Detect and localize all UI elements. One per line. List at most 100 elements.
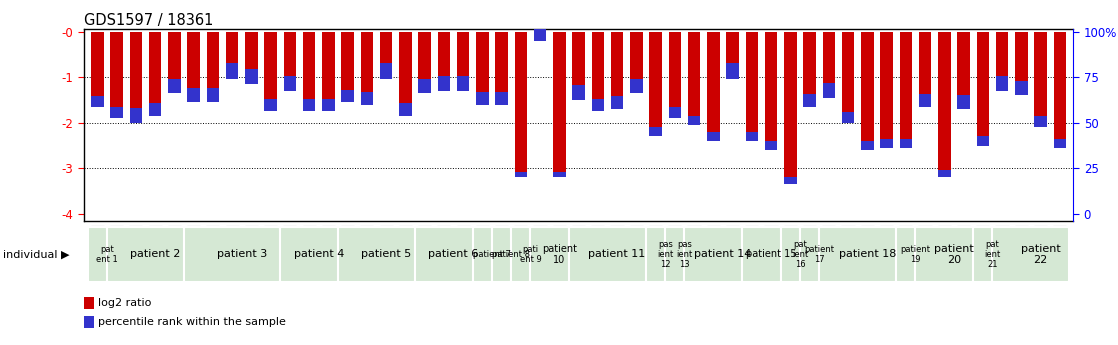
Bar bbox=[707, 132, 720, 141]
Bar bbox=[572, 86, 585, 100]
Bar bbox=[130, 32, 142, 123]
Bar bbox=[495, 32, 508, 105]
Bar bbox=[284, 76, 296, 91]
Bar bbox=[511, 227, 530, 282]
Bar bbox=[130, 108, 142, 123]
Bar bbox=[91, 32, 104, 107]
Bar bbox=[742, 227, 780, 282]
Bar bbox=[245, 69, 257, 84]
Bar bbox=[938, 170, 950, 177]
Bar bbox=[900, 139, 912, 148]
Text: pas
ient
12: pas ient 12 bbox=[657, 239, 673, 269]
Bar bbox=[804, 32, 816, 107]
Text: patient 3: patient 3 bbox=[217, 249, 267, 259]
Bar bbox=[1015, 32, 1027, 96]
Bar bbox=[800, 227, 819, 282]
Bar bbox=[84, 297, 94, 309]
Text: log2 ratio: log2 ratio bbox=[97, 298, 151, 308]
Bar bbox=[91, 96, 104, 107]
Bar bbox=[569, 227, 646, 282]
Bar bbox=[1034, 32, 1046, 127]
Bar bbox=[149, 103, 161, 116]
Bar bbox=[861, 32, 873, 150]
Bar bbox=[665, 227, 684, 282]
Bar bbox=[514, 32, 527, 177]
Bar bbox=[415, 227, 473, 282]
Bar bbox=[823, 83, 835, 98]
Bar bbox=[457, 32, 470, 91]
Bar bbox=[765, 141, 777, 150]
Bar bbox=[707, 32, 720, 141]
Bar bbox=[669, 32, 681, 118]
Bar bbox=[303, 99, 315, 111]
Text: patient
17: patient 17 bbox=[804, 245, 834, 264]
Bar bbox=[492, 227, 511, 282]
Bar bbox=[380, 63, 392, 79]
Bar bbox=[1053, 139, 1067, 148]
Bar bbox=[530, 227, 569, 282]
Bar bbox=[284, 32, 296, 91]
Bar bbox=[976, 137, 989, 146]
Text: patient
20: patient 20 bbox=[934, 244, 974, 265]
Bar bbox=[900, 32, 912, 148]
Bar bbox=[418, 32, 430, 93]
Bar bbox=[688, 116, 700, 125]
Bar bbox=[111, 32, 123, 118]
Bar bbox=[823, 32, 835, 98]
Bar bbox=[281, 227, 338, 282]
Bar bbox=[804, 94, 816, 107]
Bar bbox=[107, 227, 184, 282]
Bar bbox=[819, 227, 897, 282]
Bar bbox=[84, 316, 94, 328]
Bar bbox=[476, 32, 489, 105]
Bar bbox=[341, 32, 353, 102]
Bar bbox=[919, 32, 931, 107]
Bar bbox=[226, 63, 238, 79]
Text: pat
ient
21: pat ient 21 bbox=[984, 239, 1001, 269]
Bar bbox=[916, 227, 973, 282]
Text: patient 7: patient 7 bbox=[473, 250, 511, 259]
Bar bbox=[188, 88, 200, 102]
Text: patient 14: patient 14 bbox=[694, 249, 751, 259]
Bar bbox=[399, 32, 411, 116]
Bar bbox=[226, 32, 238, 79]
Bar bbox=[264, 32, 277, 111]
Bar bbox=[650, 127, 662, 137]
Text: patient
10: patient 10 bbox=[542, 244, 577, 265]
Bar bbox=[553, 32, 566, 177]
Bar bbox=[572, 32, 585, 100]
Bar bbox=[87, 227, 107, 282]
Bar bbox=[727, 32, 739, 79]
Text: percentile rank within the sample: percentile rank within the sample bbox=[97, 317, 285, 327]
Bar bbox=[973, 227, 993, 282]
Bar bbox=[437, 32, 451, 91]
Bar bbox=[842, 112, 854, 123]
Bar bbox=[938, 32, 950, 177]
Bar bbox=[553, 172, 566, 177]
Bar bbox=[746, 32, 758, 141]
Bar bbox=[684, 227, 742, 282]
Bar bbox=[996, 32, 1008, 91]
Bar bbox=[184, 227, 281, 282]
Text: patient 15: patient 15 bbox=[746, 249, 796, 259]
Bar bbox=[207, 32, 219, 102]
Text: patient 5: patient 5 bbox=[361, 249, 411, 259]
Bar bbox=[473, 227, 492, 282]
Bar bbox=[303, 32, 315, 111]
Bar bbox=[880, 32, 893, 148]
Bar bbox=[631, 79, 643, 93]
Bar bbox=[1034, 116, 1046, 127]
Bar bbox=[727, 63, 739, 79]
Bar bbox=[338, 227, 415, 282]
Text: patient 4: patient 4 bbox=[294, 249, 344, 259]
Bar bbox=[322, 32, 334, 111]
Bar bbox=[631, 32, 643, 93]
Bar bbox=[418, 79, 430, 93]
Bar bbox=[591, 32, 604, 111]
Bar bbox=[880, 139, 893, 148]
Bar bbox=[457, 76, 470, 91]
Bar bbox=[610, 32, 624, 109]
Bar bbox=[380, 32, 392, 79]
Bar bbox=[533, 13, 547, 41]
Text: patient 11: patient 11 bbox=[588, 249, 646, 259]
